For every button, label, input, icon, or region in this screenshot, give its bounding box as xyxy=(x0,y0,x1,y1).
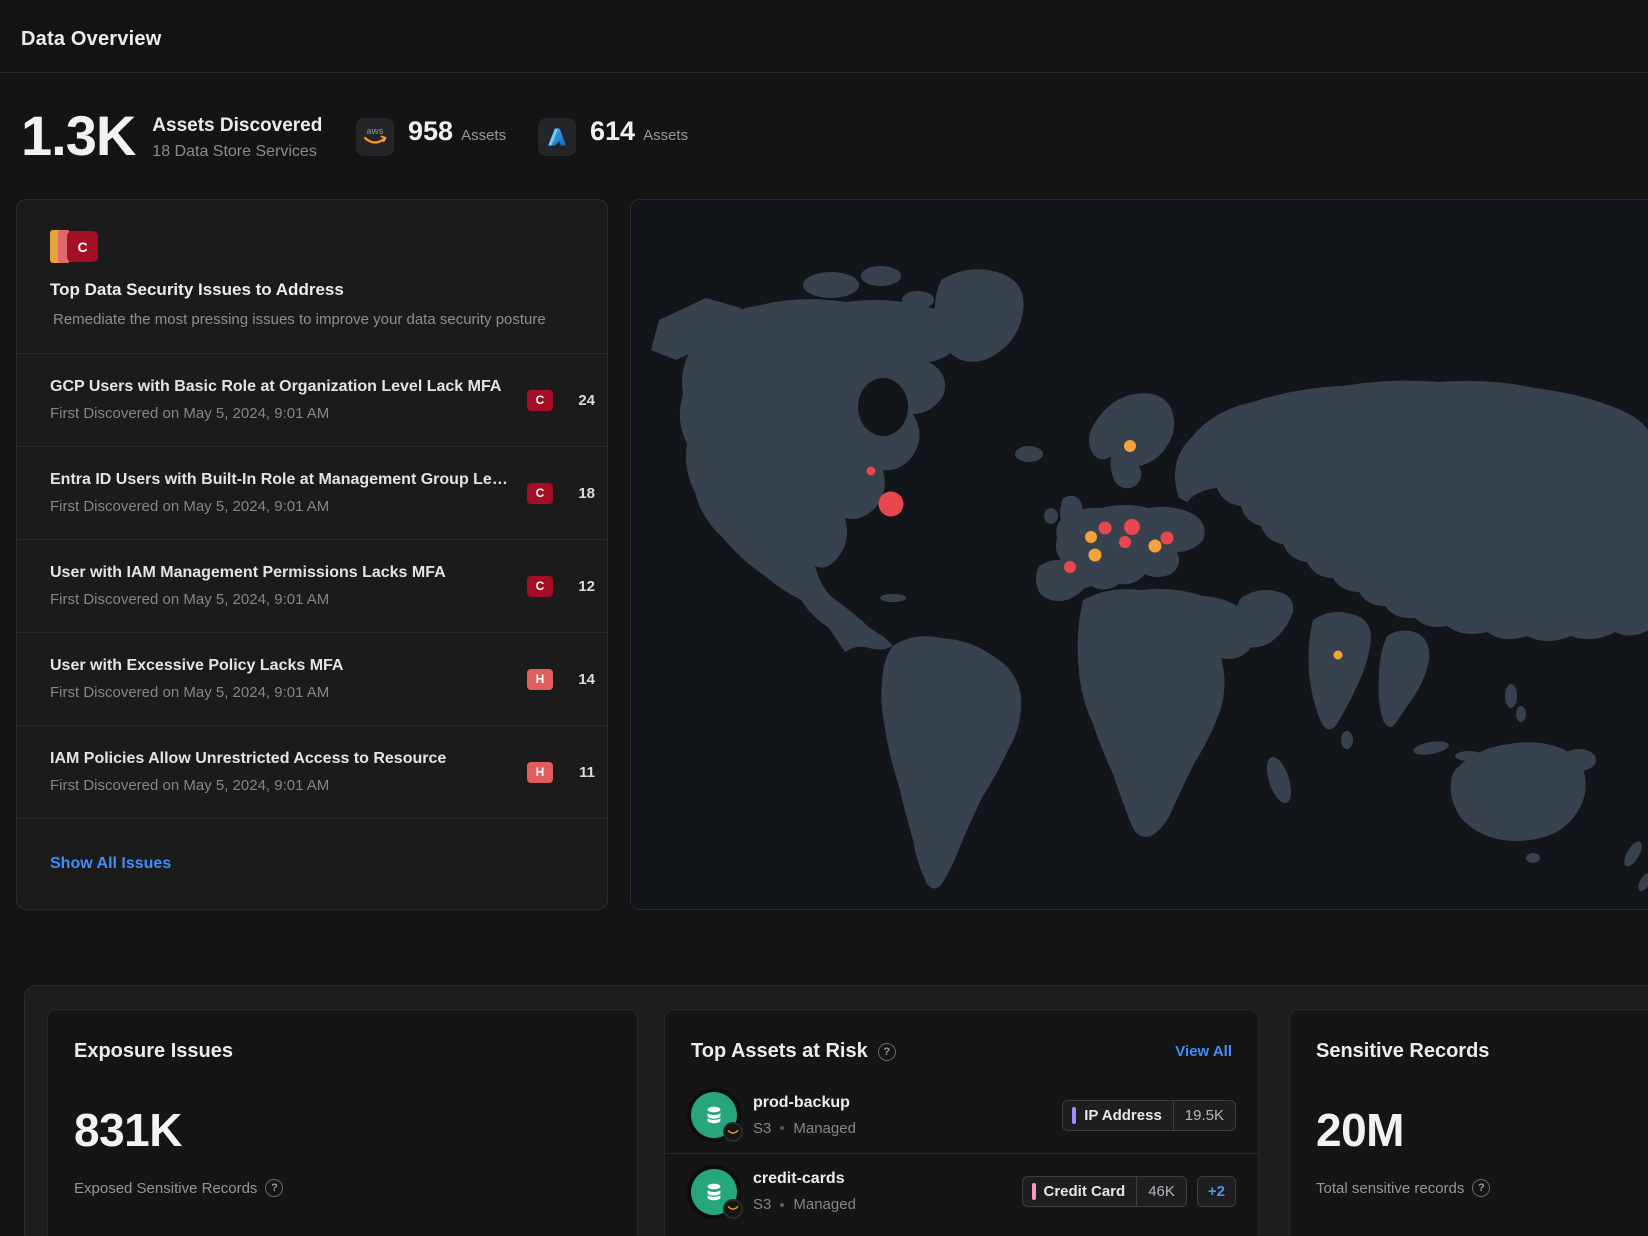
datastore-icon xyxy=(691,1169,737,1215)
chip-value: 19.5K xyxy=(1174,1107,1235,1124)
view-all-link[interactable]: View All xyxy=(1175,1043,1232,1060)
issue-title: User with IAM Management Permissions Lac… xyxy=(50,564,517,582)
top-issues-title: Top Data Security Issues to Address xyxy=(50,280,574,300)
issue-count: 18 xyxy=(565,485,595,502)
issue-discovered: First Discovered on May 5, 2024, 9:01 AM xyxy=(50,591,517,608)
aws-assets-count: 958 xyxy=(408,116,453,147)
assets-total-sublabel: 18 Data Store Services xyxy=(152,143,322,161)
top-issues-subtitle: Remediate the most pressing issues to im… xyxy=(50,311,574,328)
chip-label: Credit Card xyxy=(1036,1177,1138,1206)
severity-stack-icon: C xyxy=(50,228,98,264)
header-divider xyxy=(0,72,1648,73)
exposure-issues-value: 831K xyxy=(74,1103,611,1157)
assets-discovered-stat: 1.3K Assets Discovered 18 Data Store Ser… xyxy=(21,100,322,172)
top-assets-title: Top Assets at Risk xyxy=(691,1040,868,1063)
exposure-issues-title: Exposure Issues xyxy=(74,1040,233,1063)
sensitive-records-title: Sensitive Records xyxy=(1316,1040,1489,1063)
issue-discovered: First Discovered on May 5, 2024, 9:01 AM xyxy=(50,684,517,701)
issue-title: User with Excessive Policy Lacks MFA xyxy=(50,657,517,675)
azure-assets-count: 614 xyxy=(590,116,635,147)
issue-row[interactable]: User with IAM Management Permissions Lac… xyxy=(17,540,607,633)
data-class-chip[interactable]: Credit Card 46K xyxy=(1022,1176,1187,1207)
azure-icon xyxy=(538,118,576,156)
database-icon xyxy=(703,1181,725,1203)
chip-label: IP Address xyxy=(1076,1101,1174,1130)
show-all-issues-link[interactable]: Show All Issues xyxy=(50,855,171,872)
exposure-issues-card: Exposure Issues 831K Exposed Sensitive R… xyxy=(47,1009,638,1236)
aws-assets-unit: Assets xyxy=(461,127,506,144)
exposure-issues-label: Exposed Sensitive Records xyxy=(74,1180,257,1197)
chip-value: 46K xyxy=(1137,1183,1186,1200)
aws-icon: aws xyxy=(356,118,394,156)
database-icon xyxy=(703,1104,725,1126)
help-icon[interactable]: ? xyxy=(1472,1179,1490,1197)
severity-badge: H xyxy=(527,762,553,783)
issue-discovered: First Discovered on May 5, 2024, 9:01 AM xyxy=(50,498,517,515)
page-title: Data Overview xyxy=(21,28,161,51)
issue-row[interactable]: User with Excessive Policy Lacks MFA Fir… xyxy=(17,633,607,726)
issue-title: GCP Users with Basic Role at Organizatio… xyxy=(50,378,517,396)
top-issues-panel: C Top Data Security Issues to Address Re… xyxy=(16,199,608,910)
severity-badge: C xyxy=(527,483,553,504)
help-icon[interactable]: ? xyxy=(265,1179,283,1197)
world-map-panel xyxy=(630,199,1648,910)
data-class-chip[interactable]: IP Address 19.5K xyxy=(1062,1100,1236,1131)
bottom-section: Exposure Issues 831K Exposed Sensitive R… xyxy=(24,985,1648,1236)
issue-count: 24 xyxy=(565,392,595,409)
help-icon[interactable]: ? xyxy=(878,1043,896,1061)
more-chips-badge[interactable]: +2 xyxy=(1197,1176,1236,1207)
issue-count: 14 xyxy=(565,671,595,688)
issue-title: IAM Policies Allow Unrestricted Access t… xyxy=(50,750,517,768)
issue-discovered: First Discovered on May 5, 2024, 9:01 AM xyxy=(50,405,517,422)
issue-count: 11 xyxy=(565,764,595,781)
aws-assets-stat: aws 958 Assets xyxy=(356,116,506,154)
asset-name: credit-cards xyxy=(753,1170,1022,1188)
asset-row[interactable]: prod-backup S3 Managed IP Address 19.5K xyxy=(665,1077,1258,1153)
issue-count: 12 xyxy=(565,578,595,595)
datastore-icon xyxy=(691,1092,737,1138)
asset-service: S3 xyxy=(753,1120,771,1137)
severity-badge: C xyxy=(527,576,553,597)
asset-name: prod-backup xyxy=(753,1094,1062,1112)
azure-assets-stat: 614 Assets xyxy=(538,116,688,154)
asset-service: S3 xyxy=(753,1196,771,1213)
asset-status: Managed xyxy=(793,1120,856,1137)
assets-total-value: 1.3K xyxy=(21,100,135,172)
sensitive-records-card: Sensitive Records 20M Total sensitive re… xyxy=(1289,1009,1648,1236)
sensitive-records-value: 20M xyxy=(1316,1103,1648,1157)
asset-status: Managed xyxy=(793,1196,856,1213)
aws-provider-badge-icon xyxy=(723,1122,743,1142)
severity-badge: C xyxy=(527,390,553,411)
stats-row: 1.3K Assets Discovered 18 Data Store Ser… xyxy=(0,100,1648,180)
top-assets-card: Top Assets at Risk ? View All xyxy=(664,1009,1259,1236)
severity-badge: H xyxy=(527,669,553,690)
azure-assets-unit: Assets xyxy=(643,127,688,144)
issue-row[interactable]: GCP Users with Basic Role at Organizatio… xyxy=(17,354,607,447)
issue-title: Entra ID Users with Built-In Role at Man… xyxy=(50,471,517,489)
top-issues-header: C Top Data Security Issues to Address Re… xyxy=(17,200,607,354)
issue-row[interactable]: Entra ID Users with Built-In Role at Man… xyxy=(17,447,607,540)
asset-row[interactable]: credit-cards S3 Managed Credit Card 46K … xyxy=(665,1153,1258,1229)
aws-provider-badge-icon xyxy=(723,1199,743,1219)
assets-total-label: Assets Discovered xyxy=(152,115,322,137)
world-map-svg xyxy=(631,200,1648,910)
issue-row[interactable]: IAM Policies Allow Unrestricted Access t… xyxy=(17,726,607,819)
issue-discovered: First Discovered on May 5, 2024, 9:01 AM xyxy=(50,777,517,794)
sensitive-records-label: Total sensitive records xyxy=(1316,1180,1464,1197)
